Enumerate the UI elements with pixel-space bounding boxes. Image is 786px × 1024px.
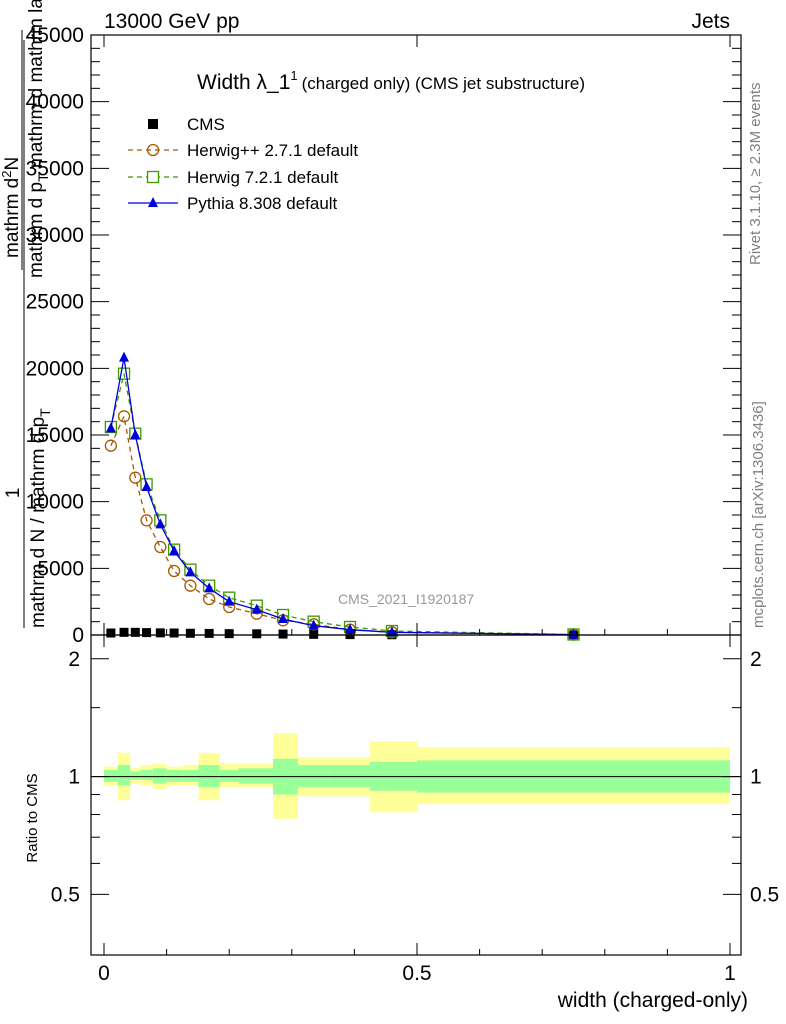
point-herwig-2-7-1-default-2	[129, 471, 142, 484]
ratio-band-inner-1	[117, 765, 131, 786]
point-herwig-2-7-1-default-1	[117, 410, 131, 423]
mcplots-label: mcplots.cern.ch [arXiv:1306.3436]	[750, 401, 767, 628]
ratio-bands-group	[104, 733, 730, 819]
y-axis-label: 1 mathrm d N / mathrm d pT mathrm d2N ma…	[0, 0, 53, 628]
point-cms-3	[142, 628, 152, 638]
point-cms-5	[169, 628, 179, 638]
legend-marker-herwigpp	[146, 143, 160, 157]
point-pythia-8-308-default-13	[386, 626, 397, 637]
point-herwig-2-7-1-default-7	[203, 592, 216, 606]
rivet-label: Rivet 3.1.10, ≥ 2.3M events	[747, 83, 764, 266]
point-pythia-8-308-default-5	[169, 545, 180, 555]
point-herwig-2-7-1-default-6	[184, 579, 197, 592]
ratio-band-inner-3	[140, 769, 153, 780]
legend-entry-herwigpp: Herwig++ 2.7.1 default	[128, 141, 358, 160]
y-label-one: 1	[3, 488, 24, 499]
point-pythia-8-308-default-11	[308, 619, 319, 630]
ratio-band-inner-6	[182, 769, 199, 782]
point-cms-4	[155, 628, 165, 638]
point-herwig-7-2-1-default-2	[129, 427, 142, 440]
x-tick-label-2: 1	[724, 962, 736, 985]
legend-entry-pythia: Pythia 8.308 default	[128, 194, 338, 213]
x-tick-label-1: 0.5	[402, 962, 431, 985]
point-pythia-8-308-default-4	[155, 518, 166, 529]
ratio-tick-label-2: 2	[68, 648, 80, 671]
y-tick-label-7: 35000	[26, 157, 84, 180]
point-pythia-8-308-default-1	[119, 351, 130, 362]
point-cms-9	[252, 629, 262, 639]
legend-label-cms: CMS	[187, 115, 225, 134]
y-tick-label-8: 40000	[26, 91, 84, 114]
point-herwig-7-2-1-default-13	[385, 624, 399, 638]
point-cms-7	[204, 628, 214, 638]
point-cms-11	[309, 629, 319, 639]
y-tick-label-1: 5000	[37, 557, 84, 580]
y-tick-label-4: 20000	[26, 357, 84, 380]
header-category: Jets	[691, 10, 730, 33]
legend-marker-pythia	[148, 197, 158, 207]
ratio-band-inner-2	[130, 771, 141, 780]
y-label-numerator-dpt-dlambda: mathrm d pT mathrm d mathrm lambda	[26, 0, 51, 278]
y-tick-label-6: 30000	[26, 224, 84, 247]
point-cms-2	[130, 627, 140, 637]
point-pythia-8-308-default-0	[105, 422, 116, 433]
plot-title: Width λ_11 (charged only) (CMS jet substr…	[197, 68, 585, 94]
ratio-band-inner-8	[219, 769, 239, 782]
y-tick-label-3: 15000	[26, 424, 84, 447]
point-pythia-8-308-default-14	[568, 628, 579, 639]
point-herwig-7-2-1-default-0	[104, 420, 118, 434]
ratio-tick-label-0: 0.5	[51, 883, 80, 906]
legend-marker-cms	[148, 119, 158, 129]
ratio-band-inner-4	[152, 768, 167, 784]
point-pythia-8-308-default-10	[278, 613, 289, 623]
ratio-plot-frame	[90, 634, 742, 956]
ratio-tick-label-1: 1	[68, 766, 80, 789]
point-herwig-2-7-1-default-4	[154, 540, 167, 554]
ratio-y-label: Ratio to CMS	[24, 773, 41, 862]
point-herwig-2-7-1-default-5	[167, 564, 181, 578]
ratio-band-inner-5	[166, 769, 183, 782]
point-cms-0	[106, 628, 116, 638]
x-tick-label-0: 0	[98, 962, 110, 985]
legend-label-herwigpp: Herwig++ 2.7.1 default	[187, 141, 358, 160]
analysis-watermark: CMS_2021_I1920187	[338, 591, 474, 607]
y-tick-label-9: 45000	[26, 24, 84, 47]
ratio-tick-label-right-1: 1	[750, 766, 762, 789]
ratio-band-inner-9	[238, 768, 274, 784]
ratio-tick-label-right-0: 0.5	[750, 883, 779, 906]
point-pythia-8-308-default-7	[204, 582, 215, 593]
point-pythia-8-308-default-2	[130, 429, 141, 439]
ratio-tick-label-right-2: 2	[750, 648, 762, 671]
header-process: 13000 GeV pp	[104, 10, 239, 33]
legend-entry-cms: CMS	[148, 115, 225, 134]
x-axis-label: width (charged-only)	[557, 989, 748, 1012]
point-pythia-8-308-default-12	[345, 623, 356, 634]
y-tick-label-2: 10000	[26, 491, 84, 514]
legend-label-pythia: Pythia 8.308 default	[187, 194, 338, 213]
legend: CMS Herwig++ 2.7.1 default Herwig 7.2.1 …	[128, 115, 358, 213]
point-pythia-8-308-default-8	[224, 595, 235, 606]
point-herwig-7-2-1-default-5	[167, 543, 181, 556]
y-label-numerator-d2n: mathrm d2N	[0, 157, 23, 258]
ratio-band-inner-0	[104, 769, 118, 782]
y-tick-label-0: 0	[72, 624, 84, 647]
point-herwig-7-2-1-default-1	[117, 367, 131, 380]
point-cms-6	[185, 628, 195, 638]
point-herwig-2-7-1-default-3	[140, 514, 153, 527]
point-herwig-2-7-1-default-0	[104, 439, 118, 452]
legend-label-herwig7: Herwig 7.2.1 default	[187, 168, 338, 187]
y-label-denominator: mathrm d N / mathrm d pT	[28, 408, 53, 628]
legend-marker-herwig7	[146, 170, 160, 184]
point-pythia-8-308-default-9	[251, 603, 262, 614]
point-cms-10	[278, 629, 288, 639]
legend-entry-herwig7: Herwig 7.2.1 default	[128, 168, 338, 187]
point-cms-1	[119, 627, 129, 637]
ticks-group: 0 0.5 1 0 5000 10000 15000 20000 25000 30000 35000…	[26, 24, 780, 985]
point-pythia-8-308-default-3	[141, 481, 152, 491]
y-tick-label-5: 25000	[26, 291, 84, 314]
point-pythia-8-308-default-6	[185, 566, 196, 577]
